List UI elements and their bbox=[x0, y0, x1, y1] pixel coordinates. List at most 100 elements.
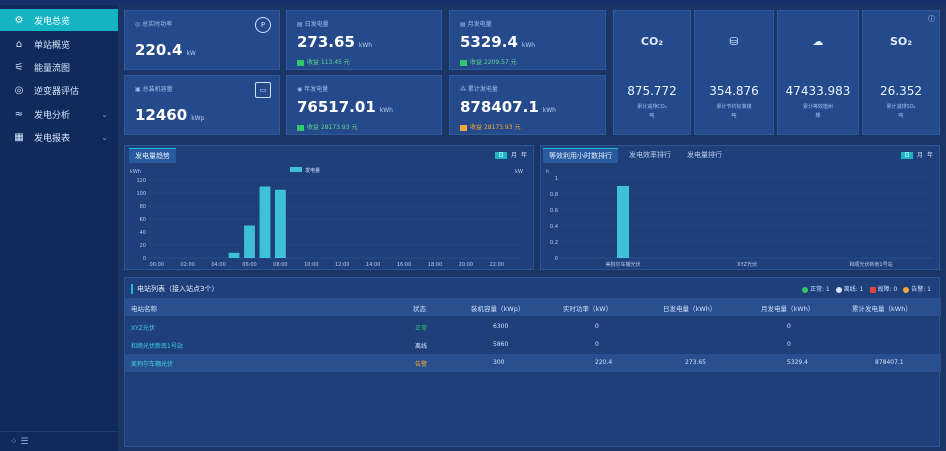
card-label: ⁂ 累计发电量 bbox=[460, 86, 498, 93]
cell-name[interactable]: 和顺光伏新南1号站 bbox=[131, 343, 183, 350]
y-tick-label: 80 bbox=[140, 204, 146, 210]
x-tick-label: 和顺光伏新南1号站 bbox=[849, 261, 892, 268]
table-row[interactable]: 和顺光伏新南1号站 离线 5860 0 0 bbox=[125, 336, 941, 354]
sidebar: ⚙ 发电总览 ⌂ 单站概览 ⚟ 能量流图 ◎ 逆变器评估 ≈ 发电分析 ⌄ ▦ … bbox=[0, 5, 118, 451]
co2-value: 875.772 bbox=[627, 84, 677, 98]
info-icon[interactable]: ⓘ bbox=[928, 15, 935, 23]
header-name: 电站名称 bbox=[131, 305, 157, 313]
x-tick-label: 18:00 bbox=[428, 262, 442, 268]
y-tick-label: 0 bbox=[555, 256, 558, 262]
cell-name[interactable]: XYZ光伏 bbox=[131, 325, 155, 332]
card-value: 878407.1 kWh bbox=[460, 98, 556, 116]
top-strip bbox=[0, 0, 946, 5]
bar bbox=[617, 186, 629, 258]
table-row[interactable]: XYZ光伏 正常 6300 0 0 bbox=[125, 318, 941, 336]
y-tick-label: 0.6 bbox=[550, 208, 558, 214]
month-toggle[interactable]: 月 bbox=[916, 152, 923, 159]
cell-status: 离线 bbox=[415, 343, 428, 350]
income-text: 收益 28173.93 元 bbox=[297, 122, 357, 131]
bar bbox=[274, 189, 286, 258]
tab-generation[interactable]: 发电量排行 bbox=[687, 151, 722, 159]
sidebar-collapse-button[interactable]: ⁘ ☰ bbox=[0, 431, 118, 451]
year-toggle[interactable]: 年 bbox=[926, 152, 933, 159]
co2-reduction-card: CO₂ 875.772 累计减排CO₂ 吨 bbox=[613, 10, 691, 135]
x-tick-label: 10:00 bbox=[304, 262, 318, 268]
card-label: ◉ 年发电量 bbox=[297, 86, 329, 93]
legend-fault: 故障: 0 bbox=[869, 284, 897, 293]
total-generation-card: ⁂ 累计发电量 878407.1 kWh 收益 28173.93 元 bbox=[449, 75, 606, 135]
daily-generation-card: ▤ 日发电量 273.65 kWh 收益 113.45 元 bbox=[286, 10, 442, 70]
x-tick-label: 08:00 bbox=[273, 262, 287, 268]
card-value: 12460 kWp bbox=[135, 106, 205, 124]
x-tick-label: 12:00 bbox=[335, 262, 349, 268]
sidebar-item-overview[interactable]: ⚙ 发电总览 bbox=[0, 9, 118, 31]
table-row[interactable]: 美狗尔车棚光伏 告警 300 220.4 273.65 5329.4 878407.1 bbox=[125, 354, 941, 372]
income-text: 收益 113.45 元 bbox=[297, 57, 350, 66]
tree-value: 47433.983 bbox=[785, 84, 851, 98]
bar bbox=[244, 225, 255, 258]
month-toggle[interactable]: 月 bbox=[510, 152, 517, 159]
card-label: ▣ 总装机容量 bbox=[135, 86, 173, 93]
trend-chart: kWh kW 发电量 0 20 40 60 80 100 120 00:00 02:00 04:00 06… bbox=[130, 167, 523, 268]
ranking-chart: h 0 0.2 0.4 0.6 0.8 1 美狗尔车棚光伏 XYZ光伏 和顺光伏新南1号站 bbox=[546, 169, 933, 268]
coal-label: 累计节约标准煤 吨 bbox=[716, 104, 752, 119]
legend-alarm: 告警: 1 bbox=[903, 284, 931, 293]
y-tick-label: 100 bbox=[136, 191, 146, 197]
sidebar-item-station[interactable]: ⌂ 单站概览 bbox=[0, 33, 118, 55]
period-switch: 日月年 bbox=[900, 150, 933, 159]
x-tick-label: 06:00 bbox=[242, 262, 256, 268]
header-total[interactable]: 累计发电量（kWh） bbox=[852, 305, 912, 313]
x-tick-label: 00:00 bbox=[150, 262, 164, 268]
cell-capacity: 300 bbox=[493, 359, 505, 366]
y-axis-unit-right: kW bbox=[515, 169, 523, 175]
chevron-down-icon: ⌄ bbox=[101, 132, 108, 142]
gear-icon: ⚙ bbox=[14, 14, 24, 26]
year-toggle[interactable]: 年 bbox=[520, 152, 527, 159]
sidebar-item-label: 逆变器评估 bbox=[34, 86, 80, 97]
inverter-icon: ◎ bbox=[14, 84, 24, 96]
tab-trend[interactable]: 发电量趋势 bbox=[129, 148, 176, 163]
tab-equivalent-hours[interactable]: 等效利用小时数排行 bbox=[543, 148, 618, 163]
x-tick-label: 14:00 bbox=[366, 262, 380, 268]
sidebar-item-label: 发电报表 bbox=[34, 133, 71, 144]
x-tick-label: XYZ光伏 bbox=[737, 261, 757, 268]
card-value: 5329.4 kWh bbox=[460, 33, 536, 51]
x-tick-label: 22:00 bbox=[490, 262, 504, 268]
header-capacity[interactable]: 装机容量（kWp） bbox=[471, 305, 525, 313]
coal-value: 354.876 bbox=[709, 84, 759, 98]
legend-label: 发电量 bbox=[305, 167, 320, 174]
x-tick-label: 02:00 bbox=[180, 262, 194, 268]
so2-icon: SO₂ bbox=[889, 35, 913, 48]
coal-icon: ⛁ bbox=[729, 35, 739, 48]
day-toggle[interactable]: 日 bbox=[494, 152, 507, 159]
period-switch: 日月年 bbox=[494, 150, 527, 159]
sidebar-item-label: 单站概览 bbox=[34, 40, 71, 51]
report-icon: ▦ bbox=[14, 131, 24, 143]
header-daily[interactable]: 日发电量（kWh） bbox=[663, 305, 717, 313]
x-tick-label: 美狗尔车棚光伏 bbox=[605, 261, 640, 268]
sidebar-item-analysis[interactable]: ≈ 发电分析 ⌄ bbox=[0, 103, 118, 125]
tree-planting-card: ☁ 47433.983 累计等效植树 棵 bbox=[777, 10, 859, 135]
co2-icon: CO₂ bbox=[640, 35, 664, 48]
card-value: 76517.01 kWh bbox=[297, 98, 393, 116]
day-toggle[interactable]: 日 bbox=[900, 152, 913, 159]
monthly-generation-card: ▤ 月发电量 5329.4 kWh 收益 2209.57 元 bbox=[449, 10, 606, 70]
cell-name[interactable]: 美狗尔车棚光伏 bbox=[131, 361, 174, 368]
y-tick-label: 120 bbox=[136, 178, 146, 184]
sidebar-item-report[interactable]: ▦ 发电报表 ⌄ bbox=[0, 126, 118, 148]
header-power[interactable]: 实时功率（kW） bbox=[563, 305, 613, 313]
cell-power: 220.4 bbox=[595, 359, 613, 366]
header-monthly[interactable]: 月发电量（kWh） bbox=[761, 305, 815, 313]
analysis-icon: ≈ bbox=[14, 108, 24, 120]
sidebar-item-inverter[interactable]: ◎ 逆变器评估 bbox=[0, 79, 118, 101]
x-tick-label: 20:00 bbox=[459, 262, 473, 268]
menu-icon: ⁘ ☰ bbox=[10, 436, 29, 447]
header-status: 状态 bbox=[413, 305, 426, 313]
y-tick-label: 0 bbox=[143, 256, 146, 262]
co2-label: 累计减排CO₂ 吨 bbox=[637, 104, 667, 119]
y-tick-label: 0.4 bbox=[550, 224, 558, 230]
income-text: 收益 28173.93 元 bbox=[460, 122, 520, 131]
sidebar-item-energy-flow[interactable]: ⚟ 能量流图 bbox=[0, 56, 118, 78]
tab-efficiency[interactable]: 发电效率排行 bbox=[629, 151, 671, 159]
cell-total: 878407.1 bbox=[875, 359, 904, 366]
